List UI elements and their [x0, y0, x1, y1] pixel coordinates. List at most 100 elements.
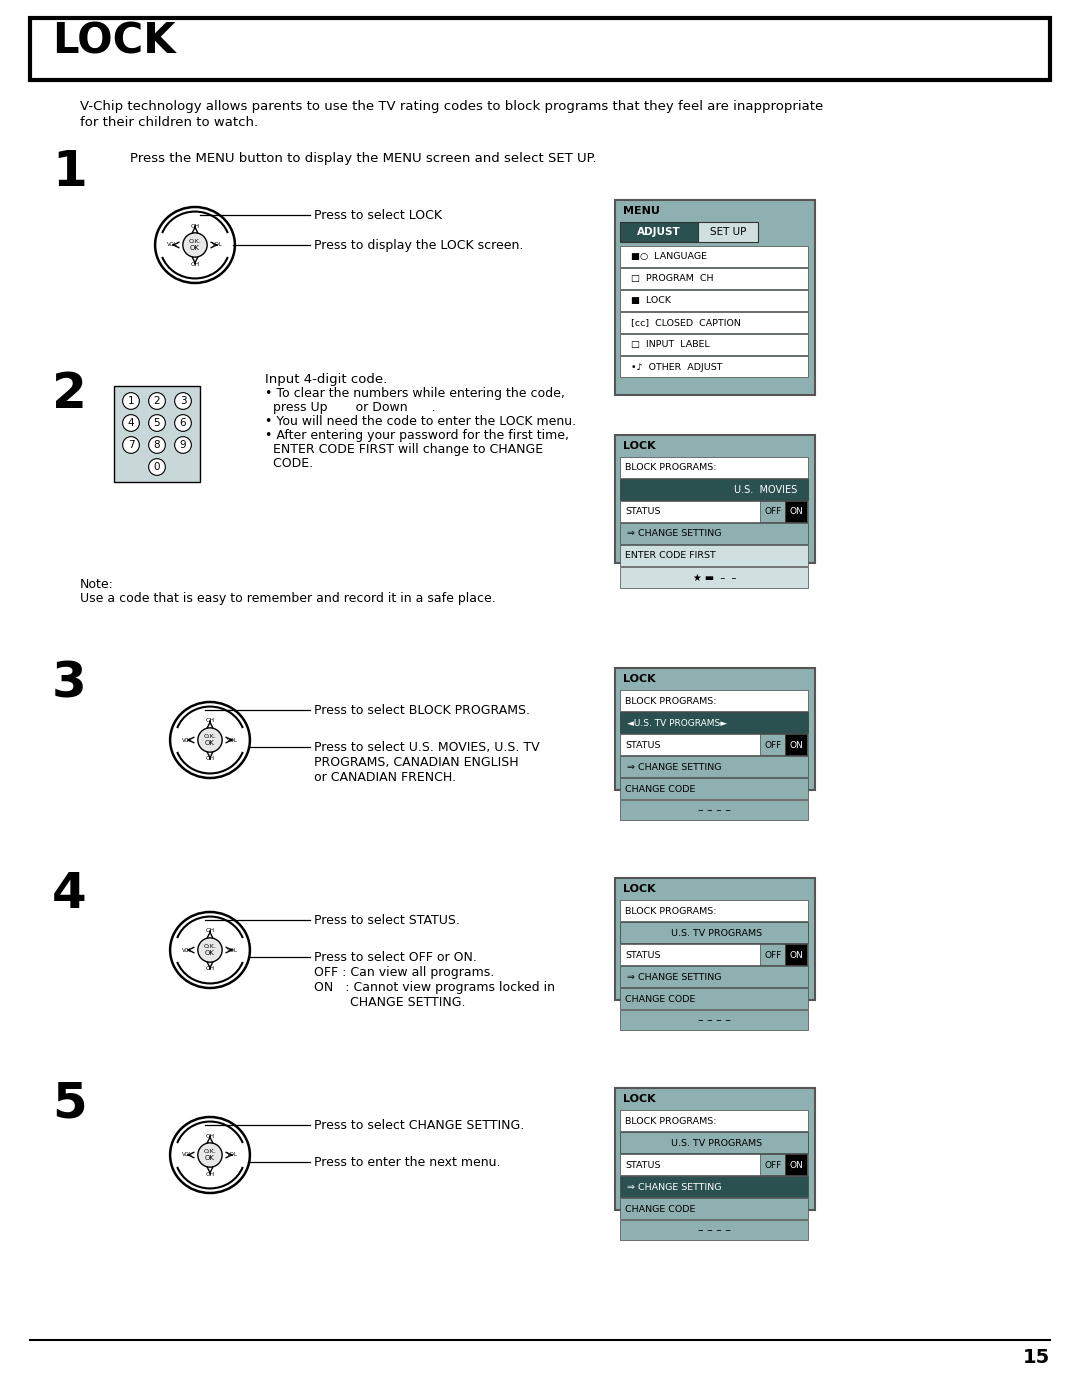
Text: ■○  LANGUAGE: ■○ LANGUAGE — [631, 253, 707, 261]
Bar — [620, 1154, 808, 1175]
Circle shape — [123, 393, 139, 409]
Text: O.K.: O.K. — [203, 944, 216, 949]
Bar — [620, 756, 808, 777]
Text: Press to select CHANGE SETTING.: Press to select CHANGE SETTING. — [314, 1119, 524, 1132]
Bar — [620, 356, 808, 377]
Text: CHANGE CODE: CHANGE CODE — [625, 1204, 696, 1214]
Bar — [620, 733, 808, 754]
Circle shape — [183, 233, 207, 257]
Text: •♪  OTHER  ADJUST: •♪ OTHER ADJUST — [631, 362, 723, 372]
Bar — [620, 268, 808, 289]
Bar — [620, 1176, 808, 1197]
Text: – – – –: – – – – — [699, 805, 731, 814]
Bar — [620, 222, 698, 242]
Text: ON: ON — [789, 950, 802, 960]
Text: ADJUST: ADJUST — [637, 226, 680, 237]
Text: 3: 3 — [179, 395, 187, 407]
Bar — [615, 668, 815, 789]
Text: □  INPUT  LABEL: □ INPUT LABEL — [631, 341, 710, 349]
Text: CH: CH — [205, 1172, 215, 1176]
Text: CODE.: CODE. — [265, 457, 313, 469]
Bar — [620, 457, 808, 478]
Text: VOL: VOL — [227, 947, 238, 953]
Circle shape — [123, 415, 139, 432]
Circle shape — [123, 437, 139, 454]
Text: BLOCK PROGRAMS:: BLOCK PROGRAMS: — [625, 907, 716, 915]
Circle shape — [198, 728, 222, 752]
Text: LOCK: LOCK — [623, 441, 656, 451]
Text: 6: 6 — [179, 418, 187, 427]
Bar — [785, 502, 807, 522]
Text: ⇒ CHANGE SETTING: ⇒ CHANGE SETTING — [627, 972, 721, 982]
Bar — [114, 386, 200, 482]
Text: ON: ON — [789, 740, 802, 750]
Bar — [615, 200, 815, 395]
Text: CHANGE CODE: CHANGE CODE — [625, 785, 696, 793]
Text: 8: 8 — [153, 440, 160, 450]
Text: Press to select STATUS.: Press to select STATUS. — [314, 914, 460, 928]
Text: LOCK: LOCK — [623, 1094, 656, 1104]
Bar — [620, 312, 808, 332]
Text: BLOCK PROGRAMS:: BLOCK PROGRAMS: — [625, 697, 716, 705]
Text: O.K.: O.K. — [203, 1148, 216, 1154]
Bar — [620, 900, 808, 921]
Bar — [30, 18, 1050, 80]
Text: CH: CH — [190, 261, 200, 267]
Text: CH: CH — [205, 929, 215, 933]
Text: ★ ▬  –  –: ★ ▬ – – — [693, 573, 737, 583]
Text: – – – –: – – – – — [699, 1016, 731, 1025]
Text: CH: CH — [205, 757, 215, 761]
Bar — [620, 712, 808, 733]
Text: VOL: VOL — [167, 243, 178, 247]
Text: O.K.: O.K. — [203, 733, 216, 739]
Text: U.S. TV PROGRAMS: U.S. TV PROGRAMS — [672, 1139, 762, 1147]
Text: CH: CH — [205, 718, 215, 724]
Text: Press to display the LOCK screen.: Press to display the LOCK screen. — [314, 239, 524, 251]
Text: CH: CH — [205, 967, 215, 971]
Text: 9: 9 — [179, 440, 187, 450]
Bar — [620, 965, 808, 988]
Text: Press to select OFF or ON.
OFF : Can view all programs.
ON   : Cannot view progr: Press to select OFF or ON. OFF : Can vie… — [314, 951, 555, 1009]
Bar — [620, 246, 808, 267]
Bar — [620, 1220, 808, 1241]
Text: • After entering your password for the first time,: • After entering your password for the f… — [265, 429, 569, 441]
Bar — [620, 567, 808, 588]
Text: VOL: VOL — [212, 243, 222, 247]
Bar — [760, 944, 785, 965]
Text: ⇒ CHANGE SETTING: ⇒ CHANGE SETTING — [627, 763, 721, 771]
Text: 15: 15 — [1023, 1348, 1050, 1368]
Bar — [760, 1154, 785, 1175]
Circle shape — [149, 415, 165, 432]
Bar — [620, 778, 808, 799]
Text: Press to enter the next menu.: Press to enter the next menu. — [314, 1155, 500, 1169]
Text: ENTER CODE FIRST: ENTER CODE FIRST — [625, 552, 716, 560]
Text: 2: 2 — [153, 395, 160, 407]
Text: □  PROGRAM  CH: □ PROGRAM CH — [631, 274, 714, 284]
Text: STATUS: STATUS — [625, 950, 661, 960]
Text: U.S. TV PROGRAMS: U.S. TV PROGRAMS — [672, 929, 762, 937]
Text: 5: 5 — [153, 418, 160, 427]
Bar — [760, 733, 785, 754]
Bar — [620, 690, 808, 711]
Text: STATUS: STATUS — [625, 740, 661, 750]
Text: OFF: OFF — [765, 950, 782, 960]
Bar — [620, 1010, 808, 1030]
Text: OK: OK — [205, 1155, 215, 1161]
Text: VOL: VOL — [183, 738, 193, 742]
Text: CH: CH — [190, 224, 200, 229]
Text: U.S.  MOVIES: U.S. MOVIES — [733, 485, 797, 495]
Bar — [620, 1132, 808, 1153]
Circle shape — [175, 415, 191, 432]
Bar — [620, 988, 808, 1009]
Bar — [620, 522, 808, 543]
Text: ⇒ CHANGE SETTING: ⇒ CHANGE SETTING — [627, 529, 721, 538]
Bar — [615, 1088, 815, 1210]
Text: ⇒ CHANGE SETTING: ⇒ CHANGE SETTING — [627, 1182, 721, 1192]
Circle shape — [149, 437, 165, 454]
Text: BLOCK PROGRAMS:: BLOCK PROGRAMS: — [625, 464, 716, 472]
Text: for their children to watch.: for their children to watch. — [80, 116, 258, 129]
Bar — [615, 877, 815, 1000]
Bar — [785, 733, 807, 754]
Text: VOL: VOL — [183, 1153, 193, 1158]
Text: LOCK: LOCK — [623, 884, 656, 894]
